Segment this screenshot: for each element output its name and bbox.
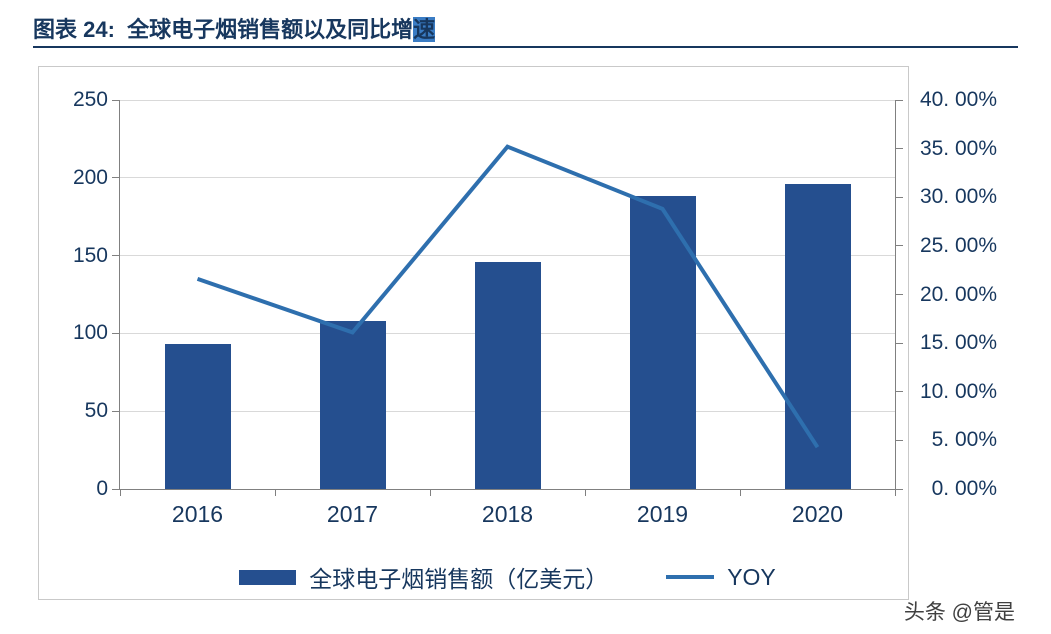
left-axis-tick bbox=[112, 488, 120, 490]
legend-item-sales: 全球电子烟销售额（亿美元） bbox=[239, 560, 608, 594]
x-axis-label: 2020 bbox=[791, 501, 844, 527]
right-axis-tick bbox=[895, 245, 903, 247]
x-axis-tick bbox=[740, 489, 741, 496]
bar-2020 bbox=[784, 184, 851, 489]
right-axis-tick bbox=[895, 391, 903, 393]
right-axis-tick bbox=[895, 342, 903, 344]
chart-title-highlight: 速 bbox=[413, 17, 436, 42]
right-axis-label: 15. 00% bbox=[919, 331, 997, 355]
gridline bbox=[120, 99, 895, 101]
gridline bbox=[120, 177, 895, 179]
legend-bar-swatch bbox=[239, 569, 297, 585]
legend-line-label: YOY bbox=[727, 563, 776, 590]
y-axis-left-line bbox=[119, 100, 120, 490]
x-axis-label: 2016 bbox=[171, 501, 224, 527]
left-axis-tick bbox=[112, 177, 120, 179]
right-axis-label: 35. 00% bbox=[919, 136, 997, 160]
x-axis-label: 2019 bbox=[636, 501, 689, 527]
yoy-line bbox=[196, 144, 820, 449]
left-axis-tick bbox=[112, 410, 120, 412]
bar-2016 bbox=[164, 344, 231, 489]
yoy-line-chart bbox=[196, 144, 820, 449]
right-axis-label: 20. 00% bbox=[919, 282, 997, 306]
y-axis-right-line bbox=[895, 100, 896, 490]
chart-title-text: 图表 24: 全球电子烟销售额以及同比增 bbox=[33, 17, 414, 42]
right-axis-tick bbox=[895, 294, 903, 295]
legend-item-yoy: YOY bbox=[666, 564, 776, 591]
legend-line-swatch bbox=[666, 575, 715, 579]
legend-bar-label: 全球电子烟销售额（亿美元） bbox=[309, 566, 609, 592]
left-axis-label: 100 bbox=[72, 321, 108, 345]
x-axis-tick bbox=[895, 489, 896, 496]
x-axis-tick bbox=[275, 489, 276, 496]
x-axis-tick bbox=[585, 489, 586, 496]
left-axis-tick bbox=[112, 255, 120, 257]
right-axis-tick bbox=[895, 439, 903, 441]
left-axis-tick bbox=[112, 99, 120, 101]
bar-2018 bbox=[474, 261, 541, 489]
right-axis-label: 30. 00% bbox=[919, 185, 997, 209]
left-axis-label: 150 bbox=[72, 243, 108, 267]
bar-2017 bbox=[319, 320, 386, 489]
watermark: 头条 @管是 bbox=[903, 601, 1015, 624]
left-axis-label: 200 bbox=[72, 165, 108, 189]
left-axis-label: 50 bbox=[84, 399, 108, 423]
right-axis-label: 10. 00% bbox=[919, 379, 997, 403]
chart-legend: 全球电子烟销售额（亿美元） YOY bbox=[120, 560, 895, 594]
x-axis-line bbox=[119, 489, 896, 490]
gridline bbox=[120, 255, 895, 257]
left-axis-tick bbox=[112, 332, 120, 334]
x-axis-label: 2018 bbox=[481, 501, 534, 527]
right-axis-label: 5. 00% bbox=[931, 428, 997, 452]
left-axis-label: 0 bbox=[96, 477, 108, 500]
right-axis-label: 0. 00% bbox=[931, 477, 997, 500]
right-axis-tick bbox=[895, 196, 903, 198]
title-underline bbox=[33, 46, 1018, 48]
right-axis-tick bbox=[895, 148, 903, 150]
chart-title: 图表 24: 全球电子烟销售额以及同比增速 bbox=[33, 12, 436, 44]
right-axis-label: 40. 00% bbox=[919, 88, 997, 111]
left-axis-label: 250 bbox=[72, 88, 108, 111]
x-axis-label: 2017 bbox=[326, 501, 379, 527]
x-axis-tick bbox=[120, 489, 121, 496]
right-axis-tick bbox=[895, 488, 903, 490]
right-axis-tick bbox=[895, 99, 903, 101]
right-axis-label: 25. 00% bbox=[919, 233, 997, 257]
x-axis-tick bbox=[430, 489, 431, 496]
